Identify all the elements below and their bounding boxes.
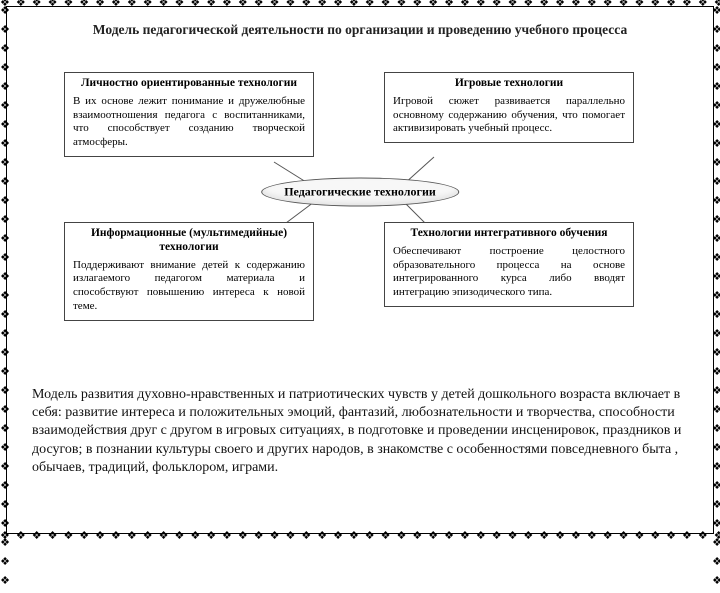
node-body: В их основе лежит понимание и дружелюбны…	[65, 93, 313, 156]
node-header: Технологии интегративного обучения	[385, 223, 633, 243]
node-header: Информационные (мультимедийные) технолог…	[65, 223, 313, 257]
node-body: Обеспечивают построение целостного образ…	[385, 243, 633, 306]
deco-top: ❖❖❖❖❖❖❖❖❖❖❖❖❖❖❖❖❖❖❖❖❖❖❖❖❖❖❖❖❖❖❖❖❖❖❖❖❖❖❖❖…	[0, 0, 720, 9]
deco-right: ❖❖❖❖❖❖❖❖❖❖❖❖❖❖❖❖❖❖❖❖❖❖❖❖❖❖❖❖❖❖❖❖❖❖	[709, 0, 720, 540]
deco-bottom: ❖❖❖❖❖❖❖❖❖❖❖❖❖❖❖❖❖❖❖❖❖❖❖❖❖❖❖❖❖❖❖❖❖❖❖❖❖❖❖❖…	[0, 531, 720, 542]
deco-left: ❖❖❖❖❖❖❖❖❖❖❖❖❖❖❖❖❖❖❖❖❖❖❖❖❖❖❖❖❖❖❖❖❖❖	[0, 0, 11, 540]
node-header: Игровые технологии	[385, 73, 633, 93]
diagram-title: Модель педагогической деятельности по ор…	[54, 22, 666, 39]
diagram-node-br: Технологии интегративного обученияОбеспе…	[384, 222, 634, 307]
node-header: Личностно ориентированные технологии	[65, 73, 313, 93]
diagram-node-bl: Информационные (мультимедийные) технолог…	[64, 222, 314, 321]
caption-paragraph: Модель развития духовно-нравственных и п…	[24, 386, 696, 477]
diagram-node-tl: Личностно ориентированные технологииВ их…	[64, 72, 314, 157]
center-node: Педагогические технологии	[261, 178, 459, 207]
diagram: Модель педагогической деятельности по ор…	[24, 22, 696, 352]
center-node-label: Педагогические технологии	[284, 185, 436, 199]
content-area: Модель педагогической деятельности по ор…	[24, 18, 696, 522]
node-body: Поддерживают внимание детей к содержанию…	[65, 257, 313, 320]
diagram-node-tr: Игровые технологииИгровой сюжет развивае…	[384, 72, 634, 143]
node-body: Игровой сюжет развивается параллельно ос…	[385, 93, 633, 142]
